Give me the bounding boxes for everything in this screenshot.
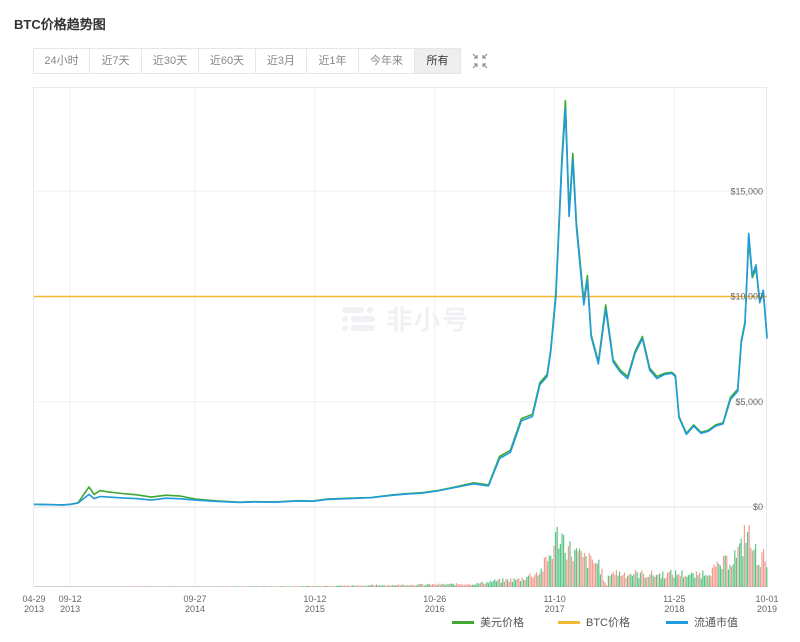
y-tick-label: $10,000 xyxy=(730,292,763,302)
range-button-2[interactable]: 近30天 xyxy=(142,49,199,73)
legend-swatch xyxy=(452,620,474,624)
range-button-5[interactable]: 近1年 xyxy=(307,49,359,73)
market-cap-line xyxy=(33,108,768,506)
range-button-0[interactable]: 24小时 xyxy=(34,49,90,73)
y-tick-label: $5,000 xyxy=(735,397,763,407)
x-tick-label: 04-29 2013 xyxy=(22,594,46,614)
y-tick-label: $0 xyxy=(753,502,763,512)
time-range-selector: 24小时 近7天 近30天 近60天 近3月 近1年 今年来 所有 xyxy=(33,48,461,74)
range-button-4[interactable]: 近3月 xyxy=(256,49,307,73)
x-tick-label: 09-27 2014 xyxy=(183,594,207,614)
range-button-1[interactable]: 近7天 xyxy=(90,49,142,73)
collapse-arrows-icon[interactable] xyxy=(470,51,490,71)
legend-label: 美元价格 xyxy=(480,617,524,629)
x-tick-label: 10-26 2016 xyxy=(423,594,447,614)
page-title: BTC价格趋势图 xyxy=(14,17,106,32)
x-tick-label: 11-10 2017 xyxy=(543,594,566,614)
legend-swatch xyxy=(666,620,688,624)
legend-item-0[interactable]: 美元价格 xyxy=(452,614,524,630)
legend-item-1[interactable]: BTC价格 xyxy=(558,614,630,630)
y-tick-label: $15,000 xyxy=(730,186,763,196)
watermark: 非小号 xyxy=(340,300,470,337)
legend-label: BTC价格 xyxy=(586,617,630,629)
watermark-logo-icon xyxy=(342,306,375,331)
range-button-3[interactable]: 近60天 xyxy=(199,49,256,73)
watermark-text: 非小号 xyxy=(386,305,471,335)
x-tick-label: 10-12 2015 xyxy=(303,594,327,614)
volume-bars xyxy=(35,525,768,587)
range-button-7[interactable]: 所有 xyxy=(415,49,460,73)
range-button-6[interactable]: 今年来 xyxy=(359,49,415,73)
x-tick-label: 11-25 2018 xyxy=(663,594,686,614)
x-tick-label: 10-01 2019 xyxy=(755,594,779,614)
legend: 美元价格 BTC价格 流通市值 xyxy=(0,614,800,630)
legend-item-2[interactable]: 流通市值 xyxy=(666,614,738,630)
x-tick-label: 09-12 2013 xyxy=(58,594,82,614)
legend-label: 流通市值 xyxy=(694,617,738,629)
legend-swatch xyxy=(558,620,580,624)
